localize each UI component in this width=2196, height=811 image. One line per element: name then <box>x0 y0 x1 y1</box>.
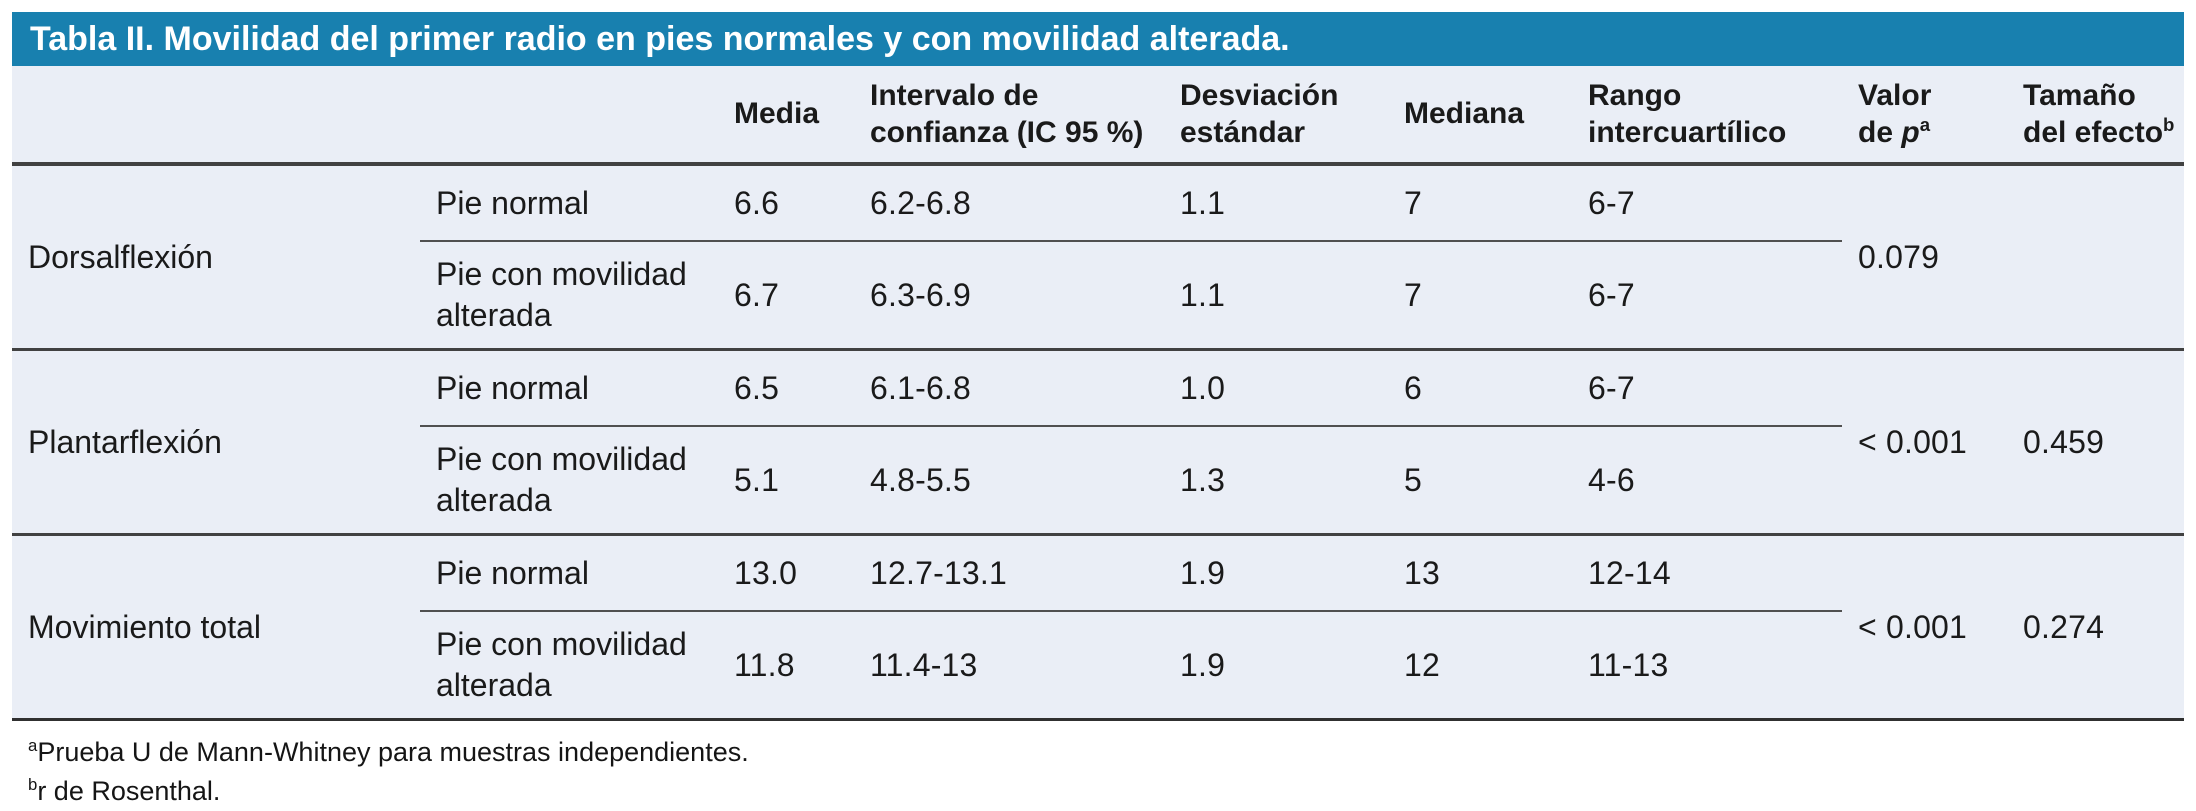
sd-cell: 1.9 <box>1164 610 1388 720</box>
mediana-cell: 13 <box>1388 533 1572 611</box>
table-row: Dorsalflexión Pie normal 6.6 6.2-6.8 1.1… <box>12 162 2184 350</box>
sd-cell: 1.3 <box>1164 425 1388 535</box>
table-row: Pie con movilidad alterada 11.8 11.4-13 … <box>12 610 2184 720</box>
footnote-b-marker: b <box>28 775 38 795</box>
stats-table: Media Intervalo de confianza (IC 95 %) D… <box>12 66 2184 721</box>
group-label-cell: Plantarflexión <box>12 348 420 535</box>
p-value-cell: < 0.001 <box>1842 533 2007 720</box>
rango-cell: 6-7 <box>1572 240 1842 350</box>
group-label-cell: Dorsalflexión <box>12 162 420 350</box>
rango-cell: 6-7 <box>1572 348 1842 426</box>
ic95-cell: 6.2-6.8 <box>854 162 1164 241</box>
tamano-efecto-line2: del efecto <box>2023 116 2164 149</box>
media-cell: 6.6 <box>718 162 854 241</box>
table-row: Movimiento total Pie normal 13.0 12.7-13… <box>12 533 2184 720</box>
foot-type-cell: Pie con movilidad alterada <box>420 425 718 535</box>
footnote-b-text: r de Rosenthal. <box>37 776 221 807</box>
foot-type-cell: Pie normal <box>420 348 718 426</box>
column-header-mediana: Mediana <box>1388 66 1572 166</box>
foot-type-cell: Pie con movilidad alterada <box>420 240 718 350</box>
p-value-cell: 0.079 <box>1842 162 2007 350</box>
mediana-cell: 5 <box>1388 425 1572 535</box>
mediana-cell: 6 <box>1388 348 1572 426</box>
column-header-media: Media <box>718 66 854 166</box>
footnote-a-marker: a <box>28 736 38 755</box>
p-value-cell: < 0.001 <box>1842 348 2007 535</box>
table-title: Tabla II. Movilidad del primer radio en … <box>30 19 1290 58</box>
valor-p-line1: Valor <box>1858 78 1932 112</box>
ic95-cell: 6.1-6.8 <box>854 348 1164 426</box>
ic95-cell: 6.3-6.9 <box>854 240 1164 350</box>
column-header-intervalo-confianza: Intervalo de confianza (IC 95 %) <box>854 66 1164 166</box>
mediana-cell: 7 <box>1388 240 1572 350</box>
sd-cell: 1.9 <box>1164 533 1388 611</box>
mediana-cell: 12 <box>1388 610 1572 720</box>
rango-cell: 12-14 <box>1572 533 1842 611</box>
header-row: Media Intervalo de confianza (IC 95 %) D… <box>12 66 2184 166</box>
footnote-a: aPrueba U de Mann-Whitney para muestras … <box>28 733 2188 772</box>
mediana-cell: 7 <box>1388 162 1572 241</box>
table-row: Plantarflexión Pie normal 6.5 6.1-6.8 1.… <box>12 348 2184 535</box>
footnote-marker-a: a <box>1919 114 1931 135</box>
foot-type-cell: Pie normal <box>420 533 718 611</box>
footnote-a-text: Prueba U de Mann-Whitney para muestras i… <box>37 737 749 767</box>
table-row: Pie con movilidad alterada 6.7 6.3-6.9 1… <box>12 240 2184 350</box>
rango-cell: 11-13 <box>1572 610 1842 720</box>
media-cell: 11.8 <box>718 610 854 720</box>
footnotes-section: aPrueba U de Mann-Whitney para muestras … <box>12 721 2188 811</box>
tamano-efecto-line1: Tamaño <box>2023 78 2136 112</box>
effect-size-cell: 0.459 <box>2007 348 2184 535</box>
media-cell: 5.1 <box>718 425 854 535</box>
column-header-desviacion-estandar: Desviación estándar <box>1164 66 1388 166</box>
footnote-b: br de Rosenthal. <box>28 772 2188 811</box>
group-label-cell: Movimiento total <box>12 533 420 720</box>
effect-size-cell <box>2007 162 2184 350</box>
ic95-cell: 4.8-5.5 <box>854 425 1164 535</box>
table-title-bar: Tabla II. Movilidad del primer radio en … <box>12 12 2184 66</box>
sd-cell: 1.1 <box>1164 240 1388 350</box>
rango-cell: 6-7 <box>1572 162 1842 241</box>
foot-type-cell: Pie con movilidad alterada <box>420 610 718 720</box>
media-cell: 13.0 <box>718 533 854 611</box>
footnote-marker-b: b <box>2163 114 2175 135</box>
media-cell: 6.5 <box>718 348 854 426</box>
ic95-cell: 12.7-13.1 <box>854 533 1164 611</box>
column-header-rango-intercuartilico: Rango intercuartílico <box>1572 66 1842 166</box>
column-header-empty-variable <box>12 66 420 166</box>
foot-type-cell: Pie normal <box>420 162 718 241</box>
valor-p-line2: de <box>1858 116 1902 149</box>
column-header-tamano-efecto: Tamaño del efectob <box>2007 66 2184 166</box>
effect-size-cell: 0.274 <box>2007 533 2184 720</box>
rango-cell: 4-6 <box>1572 425 1842 535</box>
sd-cell: 1.0 <box>1164 348 1388 426</box>
sd-cell: 1.1 <box>1164 162 1388 241</box>
media-cell: 6.7 <box>718 240 854 350</box>
table-row: Pie con movilidad alterada 5.1 4.8-5.5 1… <box>12 425 2184 535</box>
p-symbol: p <box>1901 116 1920 149</box>
ic95-cell: 11.4-13 <box>854 610 1164 720</box>
column-header-empty-foot-type <box>420 66 718 166</box>
column-header-valor-p: Valor de pa <box>1842 66 2007 166</box>
